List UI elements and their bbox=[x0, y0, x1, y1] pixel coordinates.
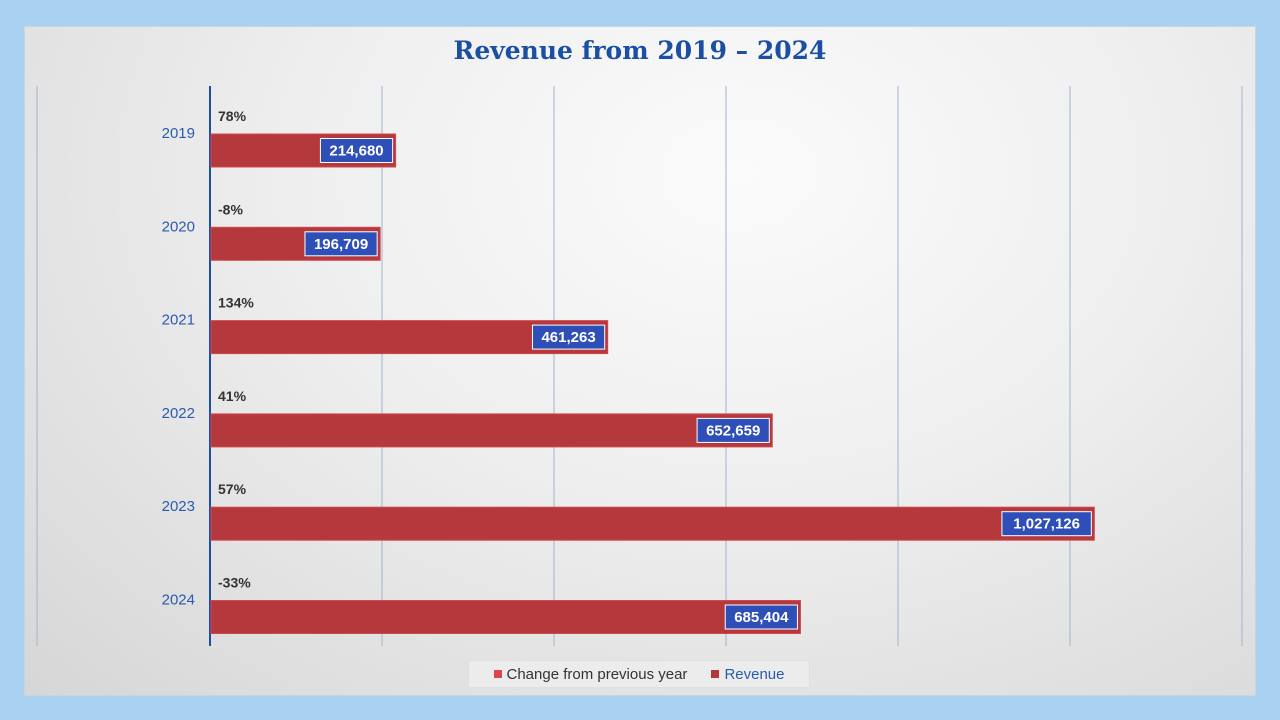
change-label: 134% bbox=[218, 295, 254, 311]
change-label: 41% bbox=[218, 388, 247, 404]
data-label: 652,659 bbox=[706, 422, 760, 439]
y-tick-label: 2021 bbox=[162, 312, 195, 329]
revenue-bar bbox=[210, 506, 1095, 541]
legend-label-change: Change from previous year bbox=[506, 665, 688, 683]
y-tick-label: 2023 bbox=[162, 498, 195, 515]
data-label: 214,680 bbox=[329, 143, 383, 160]
data-label-box bbox=[304, 231, 378, 257]
data-label-box bbox=[724, 604, 798, 630]
y-tick-label: 2019 bbox=[162, 125, 195, 142]
change-label: 57% bbox=[218, 481, 247, 497]
chart-legend: Change from previous year Revenue bbox=[468, 660, 810, 688]
legend-label-revenue: Revenue bbox=[724, 665, 785, 683]
legend-item-change: Change from previous year bbox=[493, 665, 688, 683]
y-tick-label: 2022 bbox=[162, 405, 195, 422]
y-tick-label: 2024 bbox=[162, 592, 195, 609]
data-label: 685,404 bbox=[734, 609, 789, 626]
chart-title: Revenue from 2019 – 2024 bbox=[453, 36, 827, 65]
legend-swatch-revenue bbox=[711, 670, 720, 678]
legend-item-revenue: Revenue bbox=[711, 666, 784, 683]
data-label: 196,709 bbox=[314, 236, 368, 253]
revenue-bar bbox=[210, 413, 773, 448]
data-label-box bbox=[696, 417, 770, 443]
change-label: 78% bbox=[218, 108, 247, 124]
data-label: 461,263 bbox=[541, 329, 595, 346]
y-tick-label: 2020 bbox=[162, 218, 195, 235]
change-label: -33% bbox=[218, 575, 251, 591]
data-label-box bbox=[1001, 511, 1092, 537]
change-label: -8% bbox=[218, 201, 243, 217]
data-label-box bbox=[319, 138, 394, 163]
data-label-box bbox=[531, 324, 606, 350]
data-label: 1,027,126 bbox=[1013, 516, 1080, 533]
legend-swatch-change bbox=[493, 670, 502, 678]
revenue-bar bbox=[210, 600, 801, 634]
